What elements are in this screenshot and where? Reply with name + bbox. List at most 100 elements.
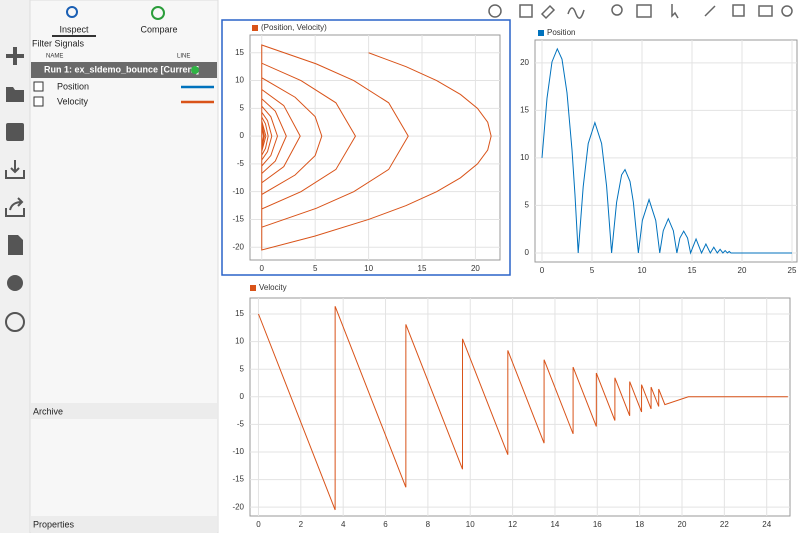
properties-header: [31, 516, 217, 533]
add-icon-v: [13, 47, 17, 65]
archive-title[interactable]: Archive: [33, 406, 63, 416]
y-tick-label: 0: [240, 131, 245, 140]
compare-icon: [151, 6, 165, 20]
y-tick-label: -20: [232, 242, 244, 251]
y-tick-label: 10: [520, 153, 529, 162]
signal-name[interactable]: Position: [57, 81, 89, 91]
x-tick-label: 5: [590, 266, 595, 275]
run-status: [191, 66, 199, 74]
checkbox[interactable]: [33, 81, 44, 92]
filter-signals[interactable]: Filter Signals: [32, 38, 85, 48]
x-tick-label: 5: [313, 264, 318, 273]
x-tick-label: 0: [260, 264, 265, 273]
cursor-button[interactable]: [671, 4, 679, 19]
tab-compare[interactable]: Compare: [140, 24, 177, 34]
toolbar: [488, 4, 793, 20]
run-name: Run 1: ex_sldemo_bounce [Current]: [44, 64, 199, 74]
x-tick-label: 12: [508, 520, 517, 529]
snapshot-button[interactable]: [758, 5, 773, 17]
legend-swatch: [250, 285, 256, 291]
folder-icon[interactable]: [6, 87, 24, 102]
y-tick-label: 5: [525, 201, 530, 210]
tab-underline: [52, 35, 96, 37]
legend-label: (Position, Velocity): [261, 23, 327, 32]
properties-title[interactable]: Properties: [33, 519, 75, 529]
signal-button[interactable]: [567, 7, 585, 19]
y-tick-label: 0: [525, 248, 530, 257]
y-tick-label: 10: [235, 337, 244, 346]
y-tick-label: -10: [232, 187, 244, 196]
x-tick-label: 10: [638, 266, 647, 275]
y-tick-label: 15: [520, 105, 529, 114]
selected-plot-frame: [221, 19, 511, 276]
sidebar: [29, 0, 219, 534]
y-tick-label: -5: [237, 159, 245, 168]
x-tick-label: 15: [688, 266, 697, 275]
save-icon[interactable]: [6, 123, 24, 141]
y-tick-label: 5: [240, 364, 245, 373]
y-tick-label: -5: [237, 419, 245, 428]
x-tick-label: 16: [593, 520, 602, 529]
clear-button[interactable]: [540, 4, 556, 20]
archive-header: [31, 403, 217, 419]
x-tick-label: 4: [341, 520, 346, 529]
expand-button[interactable]: [704, 5, 716, 17]
y-tick-label: -10: [232, 447, 244, 456]
x-tick-label: 8: [426, 520, 431, 529]
data-line: [261, 44, 492, 251]
x-tick-label: 15: [418, 264, 427, 273]
run-row[interactable]: [31, 62, 217, 78]
column-header: LINE: [177, 54, 190, 60]
x-tick-label: 2: [299, 520, 304, 529]
fullscreen-button[interactable]: [732, 4, 745, 17]
data-line: [258, 306, 788, 511]
legend-swatch: [252, 25, 258, 31]
settings-button[interactable]: [781, 5, 793, 17]
column-header: NAME: [46, 54, 63, 60]
x-tick-label: 20: [471, 264, 480, 273]
x-tick-label: 0: [540, 266, 545, 275]
icon-bar: [0, 0, 30, 533]
icon-bar-icons: [5, 47, 25, 332]
report-icon[interactable]: [8, 235, 23, 255]
y-tick-label: -15: [232, 475, 244, 484]
y-tick-label: 10: [235, 76, 244, 85]
fit-button[interactable]: [636, 4, 652, 18]
plot-area: [249, 297, 791, 517]
x-tick-label: 6: [383, 520, 388, 529]
x-tick-label: 18: [635, 520, 644, 529]
y-tick-label: 5: [240, 103, 245, 112]
y-tick-label: 20: [520, 58, 529, 67]
help-icon[interactable]: [5, 312, 25, 332]
legend-label: Velocity: [259, 283, 287, 292]
inspect-icon: [66, 6, 78, 18]
plot-area: [249, 34, 501, 261]
x-tick-label: 20: [738, 266, 747, 275]
play-button[interactable]: [488, 4, 502, 18]
x-tick-label: 20: [678, 520, 687, 529]
signal-name[interactable]: Velocity: [57, 96, 89, 106]
legend-swatch: [538, 30, 544, 36]
checkbox[interactable]: [33, 96, 44, 107]
download-icon[interactable]: [5, 160, 25, 179]
x-tick-label: 14: [550, 520, 559, 529]
data-line: [541, 47, 792, 255]
x-tick-label: 10: [364, 264, 373, 273]
share-icon[interactable]: [5, 197, 25, 217]
settings-icon[interactable]: [7, 275, 23, 291]
x-tick-label: 22: [720, 520, 729, 529]
x-tick-label: 24: [762, 520, 771, 529]
y-tick-label: -15: [232, 215, 244, 224]
y-tick-label: 0: [240, 392, 245, 401]
y-tick-label: -20: [232, 502, 244, 511]
y-tick-label: 15: [235, 309, 244, 318]
y-tick-label: 15: [235, 48, 244, 57]
x-tick-label: 0: [256, 520, 261, 529]
x-tick-label: 10: [466, 520, 475, 529]
tab-inspect[interactable]: Inspect: [59, 24, 89, 34]
legend-label: Position: [547, 28, 575, 37]
layout-button[interactable]: [519, 4, 533, 18]
zoom-button[interactable]: [611, 4, 623, 16]
